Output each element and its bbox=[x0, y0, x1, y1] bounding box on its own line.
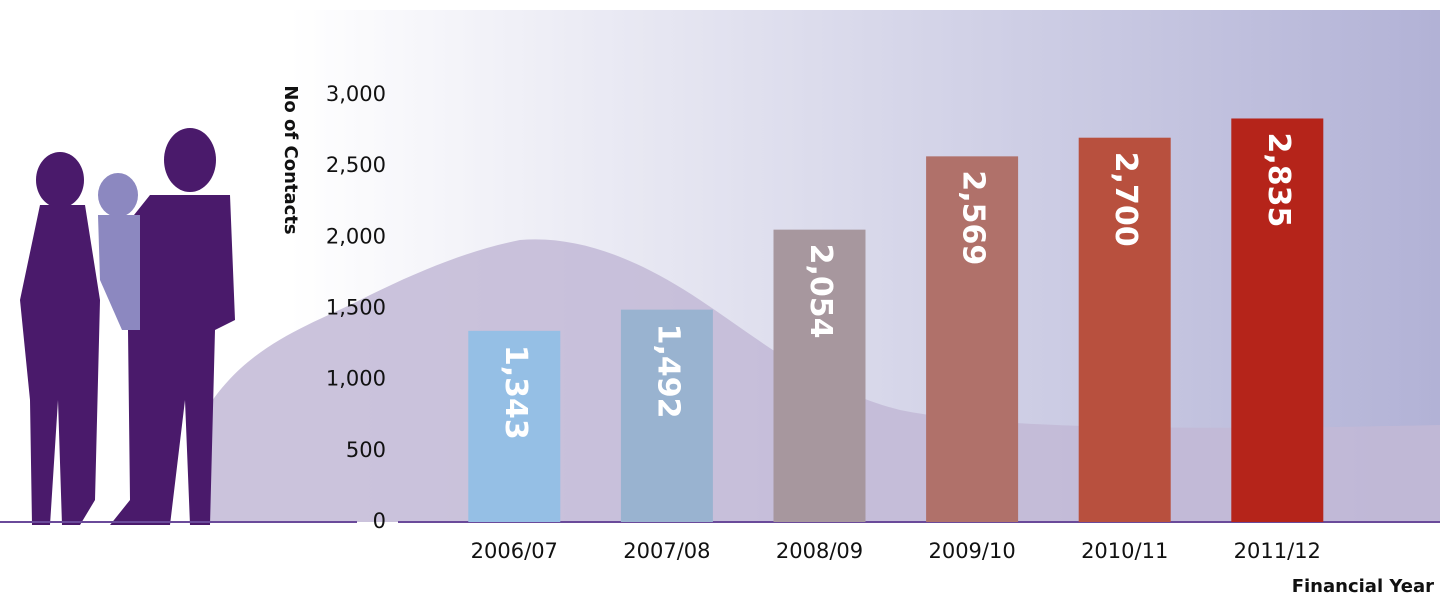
value-label: 1,343 bbox=[498, 345, 533, 440]
x-tick-label: 2006/07 bbox=[471, 539, 558, 563]
y-tick-label: 2,500 bbox=[326, 153, 386, 177]
value-label: 1,492 bbox=[650, 324, 685, 419]
x-tick-label: 2008/09 bbox=[776, 539, 863, 563]
x-axis-title: Financial Year bbox=[1292, 576, 1434, 597]
y-axis-title: No of Contacts bbox=[280, 85, 301, 234]
x-tick-label: 2011/12 bbox=[1234, 539, 1321, 563]
y-tick-label: 3,000 bbox=[326, 82, 386, 106]
x-tick-label: 2009/10 bbox=[928, 539, 1015, 563]
bar bbox=[620, 309, 713, 522]
value-label: 2,054 bbox=[803, 244, 838, 339]
silhouettes bbox=[20, 128, 235, 525]
child-silhouette bbox=[98, 173, 140, 330]
bar bbox=[468, 330, 561, 522]
bar bbox=[1078, 137, 1171, 522]
x-tick-label: 2010/11 bbox=[1081, 539, 1168, 563]
x-tick-label: 2007/08 bbox=[623, 539, 710, 563]
y-tick-label: 500 bbox=[346, 438, 386, 462]
value-label: 2,835 bbox=[1261, 132, 1296, 227]
y-tick-label: 1,500 bbox=[326, 296, 386, 320]
y-tick-label: 1,000 bbox=[326, 367, 386, 391]
bar bbox=[773, 229, 866, 522]
y-tick-label: 2,000 bbox=[326, 224, 386, 248]
value-label: 2,569 bbox=[956, 170, 991, 265]
value-label: 2,700 bbox=[1108, 152, 1143, 247]
bar bbox=[926, 156, 1019, 522]
bar bbox=[1231, 118, 1324, 523]
y-tick-label: 0 bbox=[373, 509, 386, 533]
